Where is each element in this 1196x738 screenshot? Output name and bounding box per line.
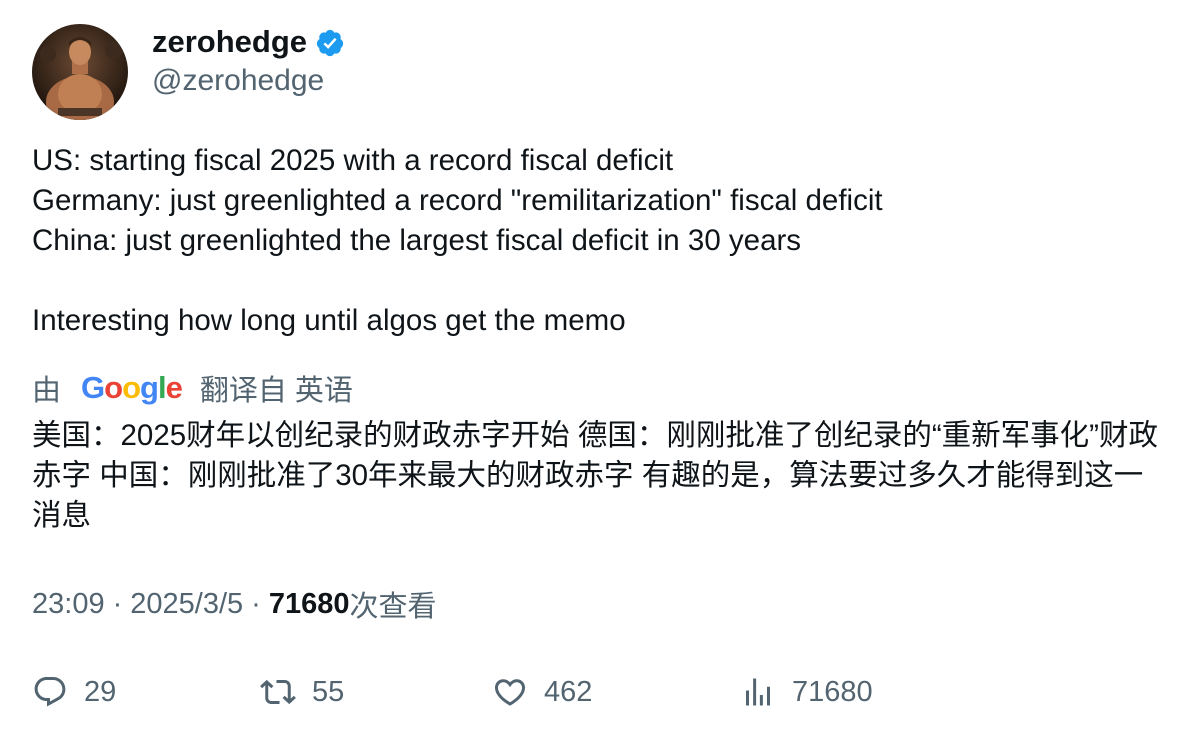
translated-by-label: 由 [32,375,62,407]
google-letter: g [140,370,159,405]
views-chart-icon [746,678,770,706]
heart-icon [494,679,526,706]
tweet-line: Interesting how long until algos get the… [32,304,626,337]
tweet-time[interactable]: 23:09 [32,587,105,620]
tweet-line: China: just greenlighted the largest fis… [32,224,802,257]
google-letter: o [104,370,123,405]
tweet-line: Germany: just greenlighted a record "rem… [32,184,883,217]
avatar[interactable] [32,24,128,120]
reply-count: 29 [84,675,117,708]
google-letter: o [122,370,141,405]
tweet-text: US: starting fiscal 2025 with a record f… [32,141,1162,341]
retweet-icon [260,679,296,705]
reply-button[interactable]: 29 [32,670,116,714]
meta-separator: · [112,587,123,620]
reply-icon [34,677,66,707]
google-logo[interactable]: Google [81,370,183,406]
google-letter: l [157,370,167,405]
tweet-header: zerohedge @zerohedge [32,24,345,120]
display-name[interactable]: zerohedge [152,24,308,59]
translation-attribution: 由 Google 翻译自 英语 [32,366,353,410]
tweet-line-blank [32,261,1162,301]
views-action-count: 71680 [792,675,873,708]
like-button[interactable]: 462 [492,670,592,714]
translated-text: 美国：2025财年以创纪录的财政赤字开始 德国：刚刚批准了创纪录的“重新军事化”… [32,419,1158,532]
tweet-actions: 29 55 462 71680 [32,670,1172,714]
meta-separator: · [251,587,261,620]
handle[interactable]: @zerohedge [152,64,325,97]
views-button[interactable]: 71680 [740,670,873,714]
views-count: 71680 [268,587,350,620]
translated-from-label: 翻译自 英语 [199,375,353,407]
retweet-count: 55 [312,675,345,708]
tweet-meta: 23:09 · 2025/3/5 · 71680 次查看 [32,584,436,624]
like-count: 462 [544,675,593,708]
avatar-image [32,24,128,120]
tweet-line: US: starting fiscal 2025 with a record f… [32,144,674,177]
retweet-button[interactable]: 55 [260,670,344,714]
verified-badge-icon [316,29,344,57]
tweet-date[interactable]: 2025/3/5 [130,587,244,620]
google-letter: e [165,370,183,405]
google-letter: G [81,370,105,405]
views-label: 次查看 [349,591,437,623]
